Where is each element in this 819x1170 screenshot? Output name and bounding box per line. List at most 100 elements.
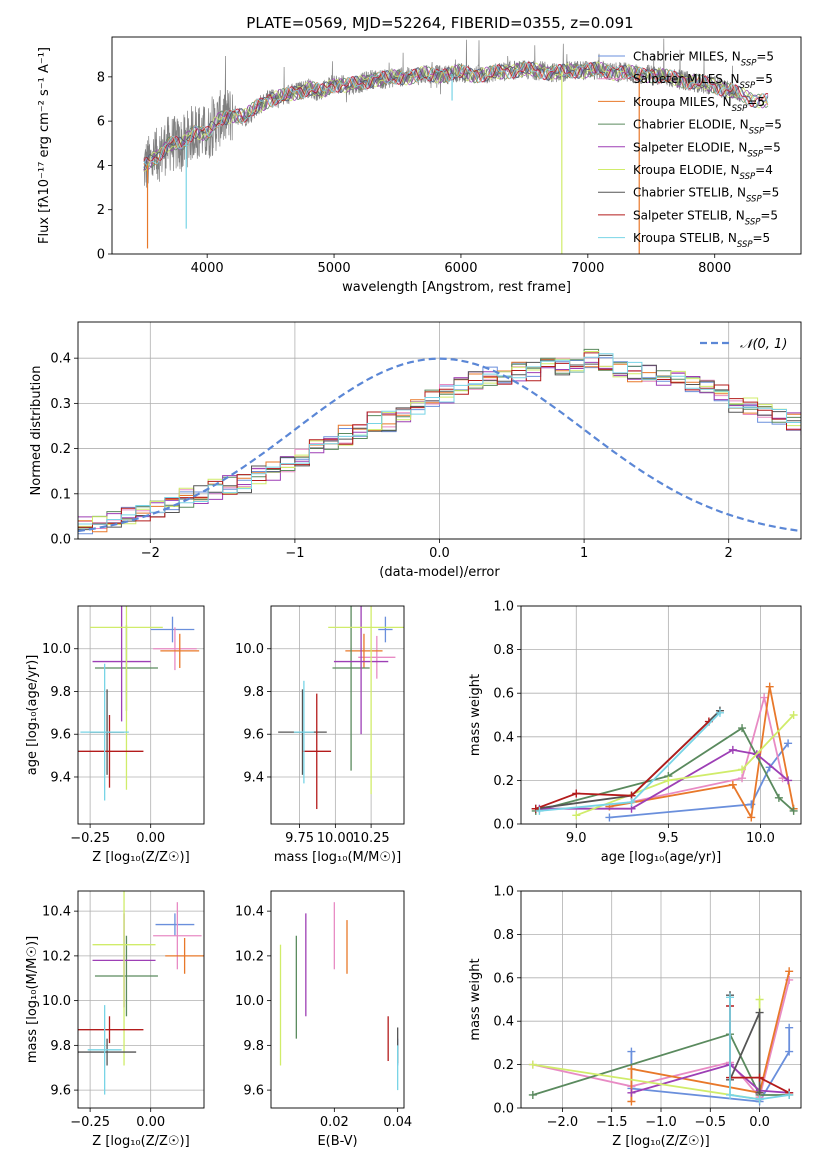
y-tick-label: 9.6: [243, 1084, 264, 1099]
residuals-panel: −2 −1 0.0 1 2 0.0 0.1 0.2 0.3 0.4 (data-model)/err…: [29, 321, 802, 580]
spectrum-panel: 4000 5000 6000 7000 8000 0 2 4 6 8 wavelength [Ang…: [37, 36, 802, 295]
weight-marker: [789, 806, 798, 815]
legend-entry: 𝒩(0, 1): [740, 337, 787, 352]
weight-marker: [528, 1090, 537, 1099]
error-bar-point: [92, 891, 156, 1066]
y-tick-label: 9.8: [243, 685, 264, 700]
axes-frame: [111, 36, 802, 255]
y-tick-label: 0.0: [493, 818, 514, 833]
x-tick-label: 1: [580, 546, 588, 561]
y-tick-label: 0.4: [493, 730, 514, 745]
axes-frame: [270, 605, 405, 825]
x-tick-label: −2.0: [547, 1115, 579, 1130]
z-mass-panel: −0.25 0.00 9.6 9.8 10.0 10.2 10.4 Z [log₁₀(Z/Z☉…: [25, 890, 205, 1149]
weight-marker: [728, 780, 737, 789]
spectrum-model-line: [143, 61, 769, 166]
error-bar-point: [87, 1005, 122, 1095]
histogram-step: [78, 354, 801, 531]
error-bar-point: [153, 902, 202, 970]
x-tick-label: 8000: [698, 261, 731, 276]
weight-marker: [738, 724, 747, 733]
y-tick-label: 1.0: [493, 600, 514, 615]
x-tick-label: 0.0: [749, 1115, 770, 1130]
x-tick-label: −1.5: [596, 1115, 628, 1130]
y-tick-label: 0.4: [493, 1015, 514, 1030]
x-tick-label: 0.0: [429, 546, 450, 561]
axes-frame: [77, 605, 205, 825]
y-tick-label: 0.2: [493, 774, 514, 789]
y-tick-label: 0.1: [50, 487, 71, 502]
weight-marker: [627, 798, 636, 807]
y-axis-label: mass weight: [468, 674, 483, 756]
error-bar-point: [333, 606, 389, 735]
legend-entry: Salpeter ELODIE, NSSP=5: [633, 140, 781, 159]
histogram-step: [78, 353, 801, 525]
weight-marker: [760, 693, 769, 702]
y-tick-label: 10.4: [42, 905, 71, 920]
normal-curve: [78, 357, 801, 533]
y-tick-label: 0.3: [50, 397, 71, 412]
y-tick-label: 10.4: [235, 905, 264, 920]
spectrum-model-line: [143, 62, 769, 172]
weight-series-line: [609, 742, 789, 819]
y-tick-label: 10.0: [42, 994, 71, 1009]
weight-marker: [785, 1047, 794, 1056]
weight-marker: [774, 793, 783, 802]
x-tick-label: 0.00: [136, 831, 165, 846]
x-tick-label: 9.5: [658, 831, 679, 846]
weight-marker: [627, 1097, 636, 1106]
x-tick-label: 5000: [318, 261, 351, 276]
weight-marker: [738, 774, 747, 783]
weight-marker: [627, 1047, 636, 1056]
y-tick-label: 9.6: [50, 1084, 71, 1099]
weight-marker: [747, 813, 756, 822]
error-bar-point: [92, 606, 151, 722]
histogram-step: [78, 348, 801, 529]
x-axis-label: Z [log₁₀(Z/Z☉)]: [92, 850, 189, 865]
ebv-mass-panel: 0.02 0.04 9.6 9.8 10.0 10.2 10.4 E(B-V): [235, 890, 412, 1149]
y-tick-label: 0.8: [493, 643, 514, 658]
x-tick-label: 4000: [191, 261, 224, 276]
weight-series-line: [729, 997, 790, 1101]
legend-entry: Chabrier STELIB, NSSP=5: [633, 186, 779, 205]
weight-marker: [535, 806, 544, 815]
error-bar-point: [332, 606, 370, 771]
weight-marker: [728, 745, 737, 754]
weight-marker: [664, 776, 673, 785]
x-tick-label: 9.75: [285, 831, 314, 846]
histogram-step: [78, 352, 801, 528]
x-tick-label: 10.0: [746, 831, 775, 846]
y-tick-label: 0.6: [493, 971, 514, 986]
weight-marker: [785, 1090, 794, 1099]
x-axis-label: wavelength [Angstrom, rest frame]: [342, 280, 571, 295]
weight-marker: [755, 1095, 764, 1104]
y-tick-label: 6: [97, 115, 105, 130]
legend-entry: Chabrier ELODIE, NSSP=5: [633, 118, 782, 137]
y-axis-label: age [log₁₀(age/yr)]: [25, 655, 40, 776]
weight-marker: [715, 708, 724, 717]
x-axis-label: age [log₁₀(age/yr)]: [601, 850, 722, 865]
legend-entry: Salpeter MILES, NSSP=5: [633, 72, 773, 91]
error-bar-point: [78, 715, 144, 788]
x-tick-label: 0.00: [136, 1115, 165, 1130]
weight-marker: [784, 776, 793, 785]
x-tick-label: −2: [141, 546, 160, 561]
error-bar-point: [165, 937, 204, 974]
z-age-panel: −0.25 0.00 9.4 9.6 9.8 10.0 Z [log₁₀(Z/Z☉)] age…: [25, 605, 205, 865]
legend-entry: Kroupa MILES, NSSP=5: [633, 95, 765, 114]
error-bar-point: [78, 1016, 144, 1044]
weight-marker: [755, 995, 764, 1004]
age-weight-panel: 9.0 9.5 10.0 0.0 0.2 0.4 0.6 0.8 1.0 age [log₁₀(a…: [468, 600, 802, 865]
x-tick-label: 0.02: [320, 1115, 349, 1130]
weight-marker: [627, 1088, 636, 1097]
figure-title: PLATE=0569, MJD=52264, FIBERID=0355, z=0…: [246, 14, 633, 32]
error-bar-point: [293, 680, 314, 784]
y-axis-label: mass [log₁₀(M/M☉)]: [25, 936, 40, 1063]
weight-series-line: [630, 971, 791, 1102]
error-bar-point: [80, 663, 129, 801]
x-tick-label: 10.25: [352, 831, 389, 846]
axes-frame: [270, 890, 405, 1109]
y-tick-label: 9.4: [243, 770, 264, 785]
